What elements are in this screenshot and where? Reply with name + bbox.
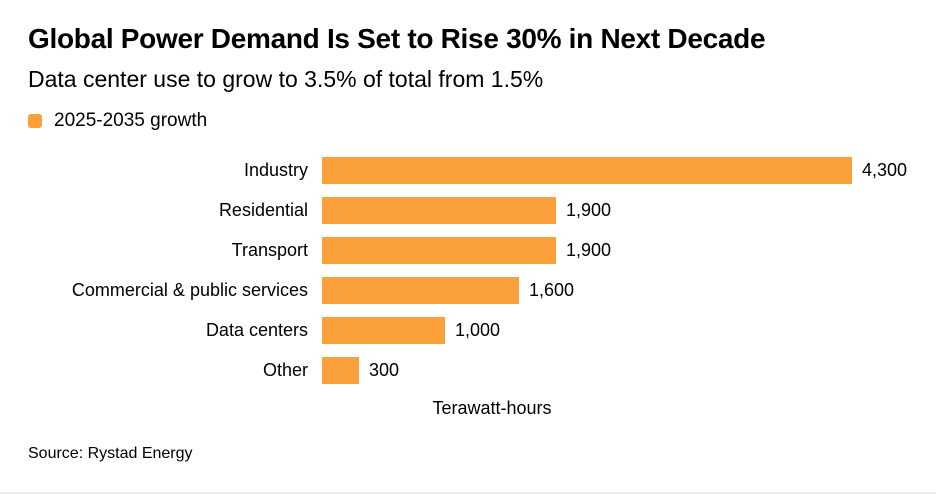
legend-label: 2025-2035 growth (54, 110, 208, 132)
category-label: Industry (243, 159, 308, 180)
source-note: Source: Rystad Energy (28, 445, 193, 463)
value-label: 4,300 (862, 159, 908, 180)
chart-row: Residential 1,900 (28, 190, 908, 230)
bar (322, 156, 852, 184)
legend: 2025-2035 growth (28, 110, 908, 132)
category-label: Other (262, 359, 308, 380)
bar (322, 196, 556, 224)
bar (322, 356, 359, 384)
chart-title: Global Power Demand Is Set to Rise 30% i… (28, 23, 766, 54)
bar-track: 1,900 (322, 196, 908, 224)
bar (322, 276, 519, 304)
chart-subtitle: Data center use to grow to 3.5% of total… (28, 65, 544, 92)
bar-track: 1,600 (322, 276, 908, 304)
chart-row: Transport 1,900 (28, 230, 908, 270)
category-label: Commercial & public services (71, 279, 308, 300)
bar-chart: Industry 4,300 Residential 1,900 Transpo… (28, 150, 908, 390)
value-label: 1,600 (529, 279, 575, 300)
bar (322, 316, 445, 344)
bar-track: 1,900 (322, 236, 908, 264)
category-label: Data centers (205, 319, 308, 340)
value-label: 1,900 (566, 239, 612, 260)
value-label: 1,000 (455, 319, 501, 340)
bar-track: 4,300 (322, 156, 908, 184)
category-label: Transport (231, 239, 308, 260)
chart-row: Industry 4,300 (28, 150, 908, 190)
bar-track: 300 (322, 356, 908, 384)
bar (322, 236, 556, 264)
value-label: 1,900 (566, 199, 612, 220)
chart-row: Data centers 1,000 (28, 310, 908, 350)
category-label: Residential (218, 199, 308, 220)
x-axis-label: Terawatt-hours (432, 398, 552, 419)
legend-swatch-icon (28, 114, 42, 129)
chart-row: Commercial & public services 1,600 (28, 270, 908, 310)
value-label: 300 (369, 359, 400, 380)
bar-track: 1,000 (322, 316, 908, 344)
chart-row: Other 300 (28, 350, 908, 390)
